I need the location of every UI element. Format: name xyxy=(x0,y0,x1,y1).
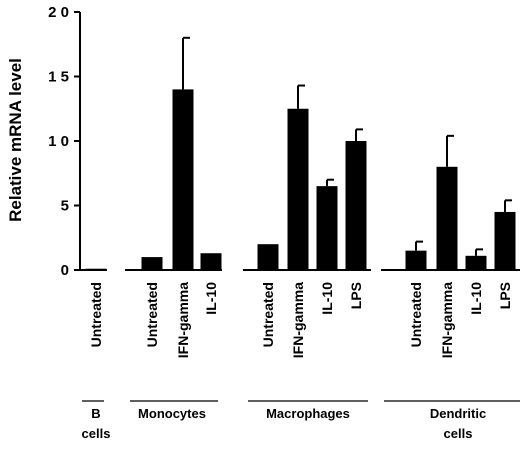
category-label: IL-10 xyxy=(319,282,335,315)
bar xyxy=(465,255,487,270)
category-label: Untreated xyxy=(88,282,104,347)
y-tick-label: 5 xyxy=(61,198,69,215)
category-label: IL-10 xyxy=(468,282,484,315)
category-label: IFN-gamma xyxy=(439,282,455,358)
category-label: LPS xyxy=(348,282,364,309)
bars xyxy=(85,36,516,271)
group-label: B xyxy=(91,406,100,421)
category-label: Untreated xyxy=(260,282,276,347)
y-tick-label: 1 5 xyxy=(48,69,69,86)
y-tick-label: 2 0 xyxy=(48,4,69,21)
bar xyxy=(200,253,222,270)
group-label: Macrophages xyxy=(266,406,350,421)
group-label: cells xyxy=(82,426,111,441)
category-label: Untreated xyxy=(144,282,160,347)
y-axis-label: Relative mRNA level xyxy=(6,58,25,222)
group-label: Monocytes xyxy=(138,406,206,421)
bar xyxy=(287,108,309,270)
bar xyxy=(316,186,338,270)
bar xyxy=(345,141,367,270)
category-label: Untreated xyxy=(408,282,424,347)
bar xyxy=(141,257,163,270)
bar xyxy=(494,211,516,270)
bar xyxy=(405,250,427,270)
bar xyxy=(85,268,107,271)
group-label: cells xyxy=(444,426,473,441)
category-label: IL-10 xyxy=(203,282,219,315)
bar xyxy=(257,244,279,270)
category-label: IFN-gamma xyxy=(175,282,191,358)
bar xyxy=(436,166,458,270)
bar xyxy=(172,89,194,271)
category-label: IFN-gamma xyxy=(290,282,306,358)
y-tick-label: 1 0 xyxy=(48,133,69,150)
group-label: Dendritic xyxy=(430,406,486,421)
category-label: LPS xyxy=(497,282,513,309)
y-tick-label: 0 xyxy=(61,262,69,279)
